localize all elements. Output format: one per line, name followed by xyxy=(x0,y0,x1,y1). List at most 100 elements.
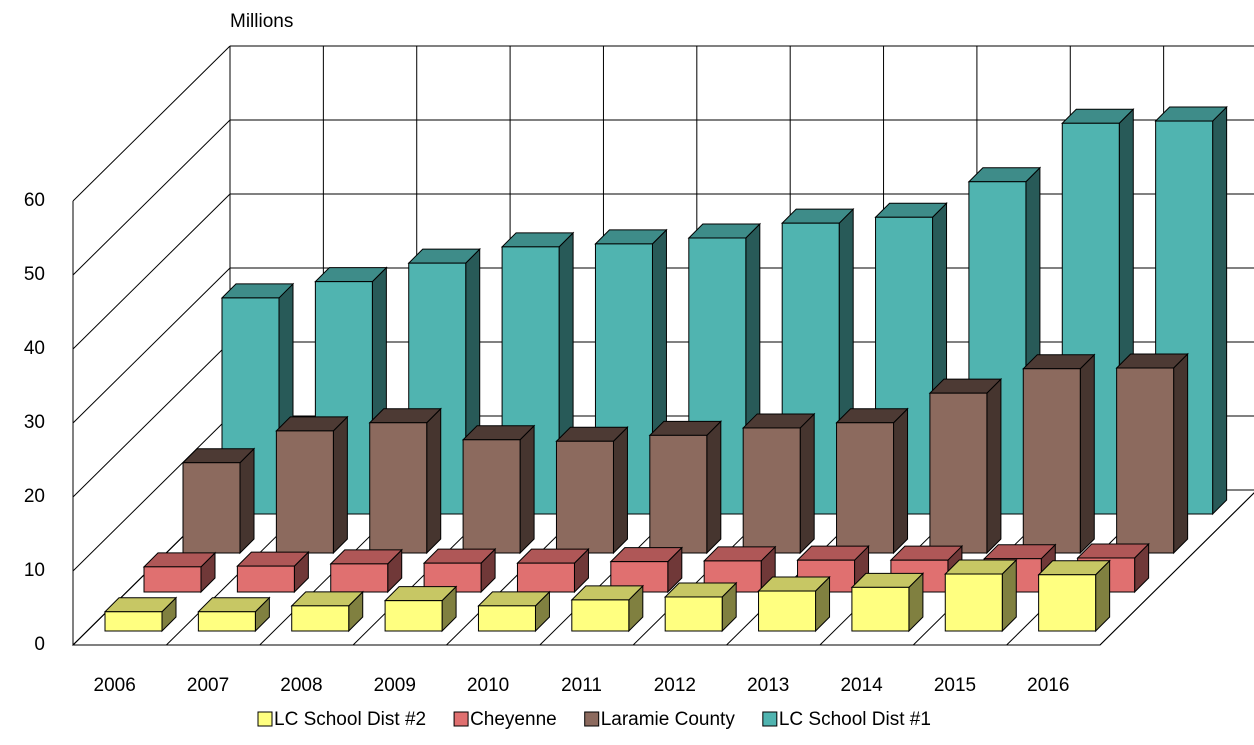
bar-front xyxy=(182,462,241,554)
bar xyxy=(757,575,831,633)
grid-line xyxy=(72,193,231,350)
bar-side xyxy=(986,377,1002,555)
bar-side xyxy=(426,407,442,555)
bar xyxy=(275,415,349,555)
legend-label: LC School Dist #1 xyxy=(779,709,931,730)
grid-line xyxy=(72,119,231,276)
bar-front xyxy=(555,440,614,554)
bar-front xyxy=(197,611,256,632)
bar xyxy=(290,590,364,633)
bar-front xyxy=(384,600,443,632)
bar-front xyxy=(516,562,575,593)
y-tick-label: 30 xyxy=(24,412,45,433)
bar-front xyxy=(104,611,163,632)
bar xyxy=(850,572,925,633)
x-tick-label: 2014 xyxy=(840,675,883,696)
bar xyxy=(368,407,442,555)
legend-swatch xyxy=(257,711,273,727)
bar-side xyxy=(799,412,815,555)
bar xyxy=(648,420,723,555)
bar xyxy=(516,547,590,594)
bar xyxy=(422,547,497,594)
bar-front xyxy=(330,563,389,593)
legend-swatch xyxy=(584,711,600,727)
x-tick-label: 2012 xyxy=(654,675,696,696)
bar-side xyxy=(706,420,722,555)
bar xyxy=(1115,352,1189,555)
bar xyxy=(181,447,256,555)
y-tick-label: 40 xyxy=(24,338,45,359)
grid-line xyxy=(72,45,231,202)
bar-front xyxy=(236,565,295,593)
legend-swatch xyxy=(453,711,469,727)
bar xyxy=(477,590,551,633)
x-tick-label: 2008 xyxy=(280,675,322,696)
x-tick-label: 2015 xyxy=(934,675,976,696)
bar xyxy=(570,584,645,633)
legend-label: Cheyenne xyxy=(470,709,557,730)
bar xyxy=(555,426,629,555)
x-tick-label: 2016 xyxy=(1027,675,1069,696)
chart-title: Millions xyxy=(230,11,293,32)
legend-swatch xyxy=(762,711,778,727)
bar-front xyxy=(929,392,988,554)
bar xyxy=(197,596,271,633)
x-tick-label: 2007 xyxy=(187,675,229,696)
bar-side xyxy=(1079,353,1095,555)
bar-front xyxy=(758,590,817,632)
grid-line xyxy=(72,341,231,498)
bar-side xyxy=(1212,105,1228,516)
bar xyxy=(329,548,403,594)
bar-front xyxy=(462,439,521,554)
floor-line xyxy=(1099,492,1254,646)
x-tick-label: 2009 xyxy=(374,675,416,696)
bar-side xyxy=(332,415,348,555)
bar xyxy=(944,558,1018,633)
bar-side xyxy=(519,424,535,555)
y-tick-label: 50 xyxy=(24,264,45,285)
bar-side xyxy=(1173,352,1189,555)
bar xyxy=(383,585,458,633)
x-tick-label: 2010 xyxy=(467,675,509,696)
bar-front xyxy=(1116,367,1175,554)
bar-front xyxy=(836,422,895,554)
legend-label: LC School Dist #2 xyxy=(274,709,426,730)
y-tick-label: 10 xyxy=(24,560,45,581)
bar-front xyxy=(851,586,910,632)
x-tick-label: 2013 xyxy=(747,675,789,696)
legend-label: Laramie County xyxy=(601,709,736,730)
bar xyxy=(236,550,310,594)
bar xyxy=(103,596,178,633)
bar-side xyxy=(239,447,255,555)
bar xyxy=(1037,559,1111,633)
bar xyxy=(1022,353,1096,555)
bar xyxy=(609,546,684,594)
bar-front xyxy=(143,566,202,593)
bar-front xyxy=(291,605,350,632)
bar xyxy=(142,551,217,594)
bar-front xyxy=(1022,368,1081,554)
bar-front xyxy=(944,573,1003,632)
bar xyxy=(835,407,909,555)
bar-side xyxy=(893,407,909,555)
bar-front xyxy=(742,427,801,554)
bar-front xyxy=(369,422,428,554)
y-tick-label: 20 xyxy=(24,486,45,507)
bar-front xyxy=(477,605,536,632)
bar xyxy=(741,412,816,555)
bar-front xyxy=(275,430,334,554)
grid-line xyxy=(72,267,231,424)
y-tick-label: 60 xyxy=(24,190,45,211)
bar-front xyxy=(664,596,723,632)
grid-line xyxy=(72,415,231,572)
bar-side xyxy=(612,426,628,555)
x-tick-label: 2006 xyxy=(94,675,136,696)
bar-front xyxy=(571,599,630,632)
bar-front xyxy=(649,434,708,554)
x-tick-label: 2011 xyxy=(561,675,602,696)
bar xyxy=(461,424,536,555)
bar xyxy=(663,581,738,633)
bar xyxy=(928,377,1003,555)
